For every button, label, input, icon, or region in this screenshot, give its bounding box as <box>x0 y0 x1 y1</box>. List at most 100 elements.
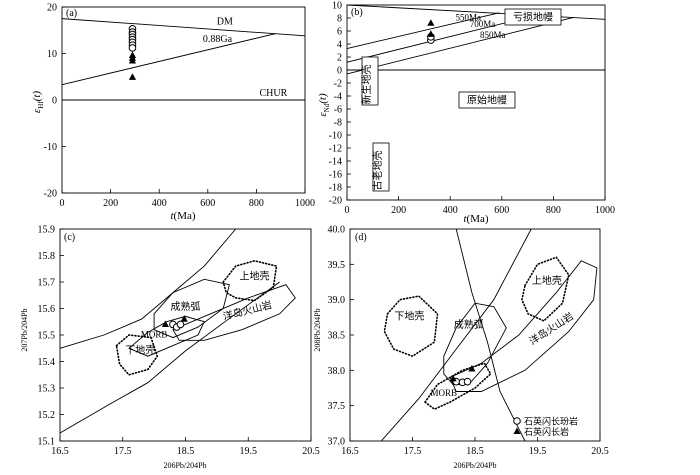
plot-frame <box>346 4 606 201</box>
x-tick-label: 20.5 <box>591 446 609 457</box>
y-tick-label: -20 <box>44 189 57 200</box>
y-tick-label: -4 <box>334 92 342 103</box>
morb-label: MORB <box>430 388 457 398</box>
y-tick-label: -10 <box>329 131 342 142</box>
oib-field <box>172 284 296 341</box>
x-axis-unit: (Ma) <box>174 210 196 222</box>
data-point-circle <box>463 377 472 386</box>
morb-label: MORB <box>141 330 168 340</box>
reference-line <box>346 12 500 49</box>
panel-label: (c) <box>64 232 75 243</box>
reference-line <box>61 33 276 86</box>
chur-label: CHUR <box>260 88 288 99</box>
x-axis-var: t <box>170 210 174 222</box>
y-tick-label: 6 <box>337 27 342 38</box>
x-tick-label: 18.5 <box>466 446 484 457</box>
juvenile-crust-label-box <box>361 56 379 106</box>
y-tick-label: -6 <box>334 105 342 116</box>
y-tick-label: 4 <box>337 40 342 51</box>
oib-field <box>449 260 598 392</box>
upper-crust-label: 上地壳 <box>532 274 562 287</box>
data-point-triangle <box>468 364 476 372</box>
y-tick-label: -8 <box>334 118 342 129</box>
x-tick-label: 20.5 <box>302 446 320 457</box>
y-tick-label: -18 <box>329 183 342 194</box>
x-axis-var: t <box>463 213 467 225</box>
x-tick-label: 0 <box>345 205 350 216</box>
y-axis-tail: (t) <box>317 93 329 104</box>
y-tick-label: 15.6 <box>38 304 56 315</box>
data-point-triangle <box>427 30 435 37</box>
juvenile-crust-label: 新生地壳 <box>360 65 373 105</box>
panel-b: 0 200 400 600 800 1000 10 8 6 4 2 0 -2 -4 -6 -8 -10 -12 -1… <box>317 1 615 226</box>
y-axis-sub: Nd <box>323 103 331 112</box>
age-550-label: 550Ma <box>456 13 482 23</box>
y-axis-var: ε <box>317 112 329 117</box>
growth-curve-steep <box>455 228 526 442</box>
legend-triangle-marker <box>513 427 521 434</box>
plot-frame <box>349 228 601 442</box>
oib-label: 洋岛火山岩 <box>527 309 576 347</box>
mature-arc-label: 成熟弧 <box>171 300 201 313</box>
panel-label: (a) <box>66 8 77 19</box>
x-axis-title: t(Ma) <box>170 210 195 222</box>
primitive-mantle-label-box <box>458 91 516 109</box>
x-tick-label: 400 <box>443 205 458 216</box>
y-tick-label: 38.5 <box>328 331 346 342</box>
y-tick-label: 2 <box>337 53 342 64</box>
x-tick-label: 19.5 <box>529 446 547 457</box>
x-tick-label: 600 <box>494 205 509 216</box>
reference-line <box>346 16 575 75</box>
x-tick-label: 19.5 <box>240 446 258 457</box>
legend-label-porphyry: 石英闪长玢岩 <box>524 416 578 428</box>
y-tick-label: 10 <box>47 49 57 60</box>
y-tick-label: 15.8 <box>38 251 56 262</box>
y-tick-label: 40.0 <box>328 225 346 236</box>
y-axis-title: εHf(t) <box>31 91 45 113</box>
morb-field <box>423 362 492 411</box>
y-tick-label: 0 <box>52 96 57 107</box>
y-tick-label: -12 <box>329 144 342 155</box>
x-tick-label: 400 <box>152 198 167 209</box>
reference-line <box>61 18 306 37</box>
legend-label-diorite: 石英闪长岩 <box>524 426 569 438</box>
y-tick-label: -2 <box>334 79 342 90</box>
y-axis-sub: Hf <box>37 101 45 109</box>
panel-d: 16.5 17.5 18.5 19.5 20.5 40.0 39.5 39.0 38.5 38.0… <box>313 225 609 471</box>
upper-crust-label: 上地壳 <box>240 269 270 282</box>
lower-crust-field <box>115 334 159 376</box>
x-tick-label: 1000 <box>295 198 315 209</box>
y-tick-label: 37.5 <box>328 401 346 412</box>
y-axis-title: εNd(t) <box>317 93 331 117</box>
data-point-circle <box>176 320 185 329</box>
old-crust-label: 古老地壳 <box>371 151 384 191</box>
x-tick-label: 1000 <box>595 205 615 216</box>
primitive-mantle-label: 原始地幔 <box>467 94 507 107</box>
data-point-triangle <box>128 56 137 64</box>
data-point-triangle <box>161 320 170 327</box>
oib-label: 洋岛火山岩 <box>222 298 274 323</box>
x-tick-label: 16.5 <box>341 446 359 457</box>
y-tick-label: 15.7 <box>38 278 56 289</box>
data-point-triangle <box>128 73 137 80</box>
y-tick-label: -14 <box>329 157 342 168</box>
x-tick-label: 600 <box>200 198 215 209</box>
panel-label: (b) <box>351 7 363 18</box>
upper-crust-field <box>222 259 278 302</box>
x-axis-title: 206Pb/204Pb <box>453 461 496 470</box>
reference-line <box>346 4 606 20</box>
dm-label: DM <box>217 17 233 28</box>
lower-crust-label: 下地壳 <box>125 344 155 357</box>
upper-crust-field <box>521 256 570 322</box>
y-tick-label: 15.9 <box>38 225 56 236</box>
y-tick-label: -20 <box>329 196 342 207</box>
growth-curve-shallow <box>380 228 532 442</box>
data-point-triangle <box>427 19 435 26</box>
x-tick-label: 18.5 <box>177 446 195 457</box>
y-tick-label: 20 <box>47 3 57 14</box>
panel-a: 0 200 400 600 800 1000 20 10 0 -10 -20 DM 0.88Ga CHUR… <box>31 3 315 223</box>
data-point-triangle <box>180 315 188 322</box>
x-axis-unit: (Ma) <box>467 213 489 225</box>
mature-arc-field <box>443 302 507 385</box>
y-tick-label: -16 <box>329 170 342 181</box>
